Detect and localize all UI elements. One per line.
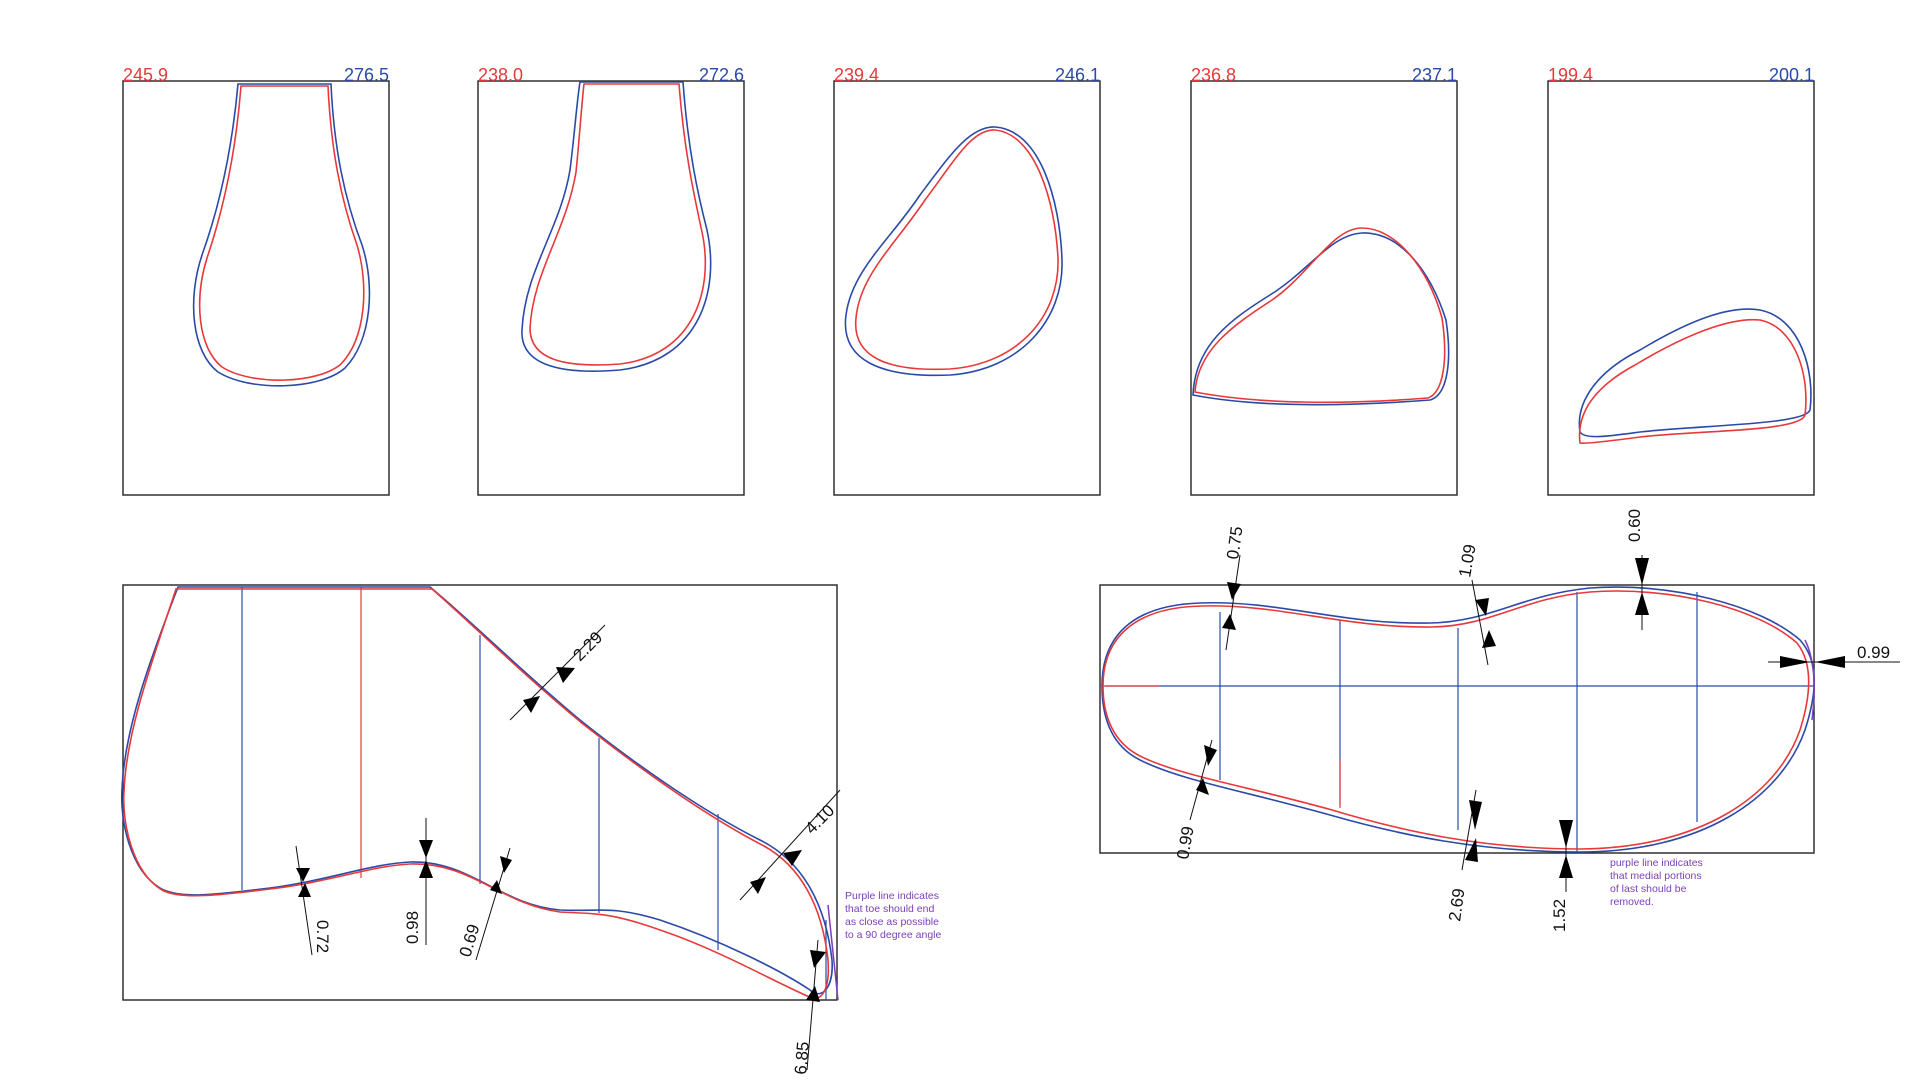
red-contour: [1194, 227, 1446, 404]
cross-section-panel-4: 236.8 237.1: [1190, 65, 1458, 496]
blue-value: 276.5: [344, 65, 389, 85]
dimension-2-29: 2.29: [509, 624, 606, 721]
cross-section-panel-1: 245.9 276.5: [122, 65, 390, 496]
dimension-label: 0.72: [313, 920, 332, 953]
dimension-label: 1.09: [1455, 543, 1479, 579]
purple-medial-line: [1804, 639, 1815, 721]
red-value: 245.9: [123, 65, 168, 85]
blue-value: 200.1: [1769, 65, 1814, 85]
blue-contour: [1192, 232, 1450, 406]
dimension-label: 0.75: [1223, 525, 1246, 560]
dimension-1-52: 1.52: [1550, 820, 1573, 932]
dimension-0-72: 0.72: [295, 845, 332, 956]
bottom-view-note-line: purple line indicates: [1610, 857, 1703, 869]
side-view-panel: 2.29 4.10 0.72 0.98 0.69: [120, 584, 941, 1076]
dimension-label: 4.10: [801, 801, 838, 838]
dimension-0-99-left: 0.99: [1173, 739, 1217, 861]
dimension-label: 2.29: [569, 628, 606, 665]
dimension-0-98: 0.98: [403, 818, 433, 945]
side-view-note-line: Purple line indicates: [845, 890, 939, 902]
red-contour: [1578, 318, 1807, 444]
side-view-note-line: to a 90 degree angle: [845, 929, 941, 941]
blue-value: 237.1: [1412, 65, 1457, 85]
red-contour: [198, 85, 365, 381]
panel-frame: [833, 80, 1101, 496]
bottom-view-note-line: of last should be: [1610, 883, 1687, 895]
red-sole-outline: [1102, 590, 1810, 850]
blue-contour: [521, 81, 712, 373]
bottom-view-note-line: removed.: [1610, 896, 1654, 908]
red-value: 239.4: [834, 65, 879, 85]
blue-contour: [844, 126, 1063, 377]
red-value: 236.8: [1191, 65, 1236, 85]
dimension-0-60: 0.60: [1625, 509, 1649, 630]
blue-value: 246.1: [1055, 65, 1100, 85]
panel-frame: [1547, 80, 1815, 496]
blue-contour: [192, 83, 371, 387]
dimension-0-99-right: 0.99: [1768, 643, 1900, 668]
panel-frame: [1190, 80, 1458, 496]
dimension-4-10: 4.10: [739, 789, 841, 901]
dimension-2-69: 2.69: [1445, 789, 1482, 923]
dimension-1-09: 1.09: [1455, 543, 1496, 666]
red-side-profile: [122, 588, 830, 999]
panel-frame: [122, 80, 390, 496]
bottom-view-panel: 0.75 1.09 0.60 0.99 0.99: [1099, 509, 1900, 932]
dimension-label: 0.69: [456, 922, 484, 959]
dimension-label: 1.52: [1550, 899, 1569, 932]
purple-toe-line: [827, 904, 839, 1001]
panel-frame: [477, 80, 745, 496]
red-contour: [854, 129, 1059, 371]
cross-section-panel-5: 199.4 200.1: [1547, 65, 1815, 496]
red-value: 199.4: [1548, 65, 1593, 85]
bottom-view-note-line: that medial portions: [1610, 870, 1702, 882]
panel-frame: [122, 584, 838, 1001]
dimension-label: 0.99: [1173, 825, 1197, 861]
side-view-note-line: that toe should end: [845, 903, 934, 915]
red-contour: [529, 83, 707, 366]
blue-value: 272.6: [699, 65, 744, 85]
dimension-label: 0.99: [1857, 643, 1890, 662]
dimension-label: 2.69: [1445, 887, 1468, 922]
dimension-label: 6.85: [791, 1041, 813, 1076]
dimension-label: 0.60: [1625, 509, 1644, 542]
red-value: 238.0: [478, 65, 523, 85]
blue-contour: [1578, 308, 1812, 438]
dimension-6-85: 6.85: [791, 939, 826, 1076]
dimension-0-75: 0.75: [1222, 525, 1247, 651]
side-view-note-line: as close as possible: [845, 916, 939, 928]
panel-frame: [1099, 584, 1815, 854]
cross-section-panel-2: 238.0 272.6: [477, 65, 745, 496]
cross-section-panel-3: 239.4 246.1: [833, 65, 1101, 496]
dimension-0-69: 0.69: [456, 847, 512, 961]
dimension-label: 0.98: [403, 911, 422, 944]
